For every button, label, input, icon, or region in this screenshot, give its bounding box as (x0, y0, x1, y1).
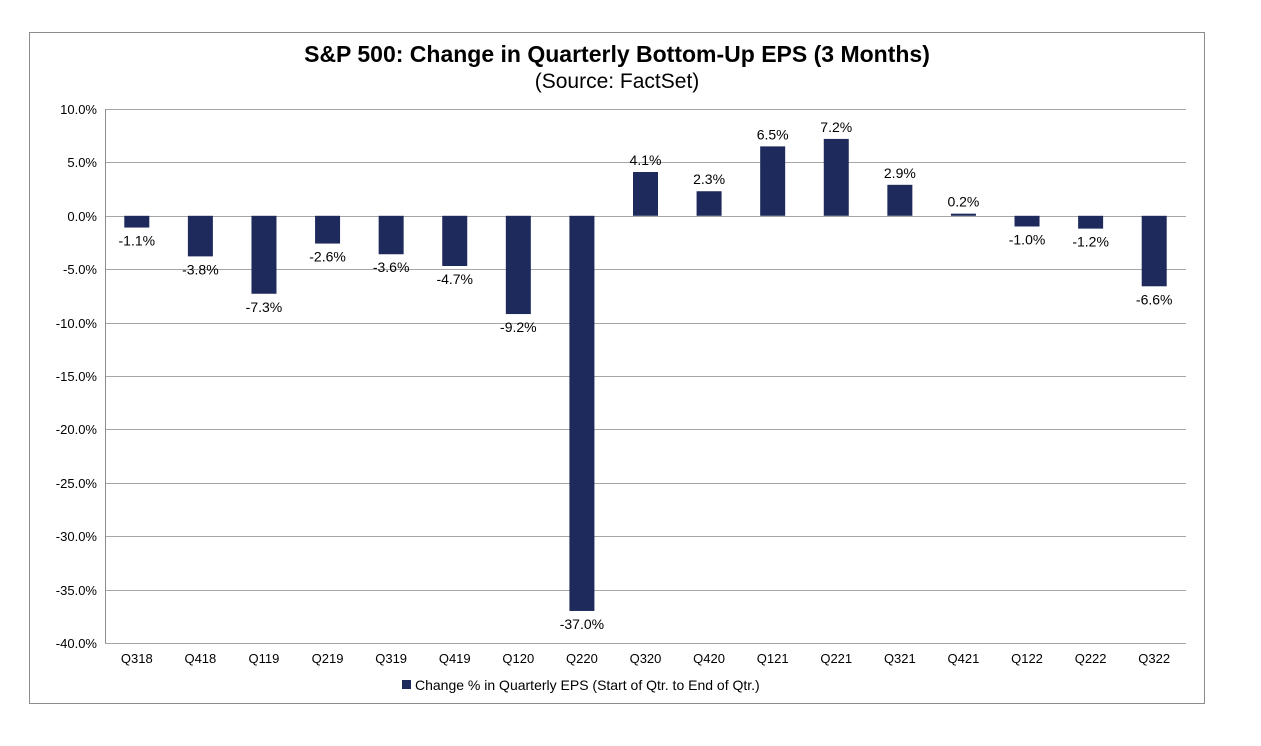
bar (442, 215, 468, 266)
data-label: 2.3% (693, 171, 725, 187)
x-tick-label: Q121 (757, 651, 789, 666)
bar (569, 215, 595, 611)
x-tick-label: Q220 (566, 651, 598, 666)
x-tick-label: Q418 (184, 651, 216, 666)
bar (251, 215, 277, 294)
y-tick-label: -30.0% (56, 529, 98, 544)
chart-frame (29, 32, 1205, 704)
data-label: 4.1% (630, 152, 662, 168)
data-label: -7.3% (246, 299, 283, 315)
x-tick-label: Q221 (820, 651, 852, 666)
data-label: -1.2% (1072, 234, 1109, 250)
x-tick-label: Q119 (249, 651, 280, 666)
x-tick-label: Q320 (630, 651, 662, 666)
x-tick-label: Q219 (312, 651, 344, 666)
bar (887, 184, 913, 216)
legend-label: Change % in Quarterly EPS (Start of Qtr.… (415, 677, 760, 693)
y-tick-label: -35.0% (56, 583, 98, 598)
data-label: -4.7% (436, 271, 473, 287)
bar (124, 215, 150, 228)
y-tick-label: -15.0% (56, 369, 98, 384)
data-label: -37.0% (560, 616, 604, 632)
bar (633, 172, 658, 216)
data-label: 2.9% (884, 165, 916, 181)
x-axis-tick-labels: Q318 Q418 Q119 Q219 Q319 Q419 Q120 Q220 Q320 Q420… (121, 651, 1170, 666)
data-label: -9.2% (500, 319, 537, 335)
y-axis-tick-labels: 10.0% 5.0% 0.0% -5.0% -10.0% -15.0% -20.0% -25.… (56, 102, 98, 651)
bar (696, 191, 722, 216)
bar (378, 215, 404, 255)
bar (823, 138, 849, 216)
data-label: -1.0% (1009, 231, 1046, 247)
x-tick-label: Q222 (1075, 651, 1107, 666)
x-tick-label: Q322 (1138, 651, 1170, 666)
x-tick-label: Q419 (439, 651, 471, 666)
x-tick-label: Q318 (121, 651, 153, 666)
bars (124, 138, 1167, 611)
data-label: 6.5% (757, 126, 789, 142)
legend-swatch (402, 680, 411, 689)
y-tick-label: 5.0% (67, 155, 97, 170)
data-label: -2.6% (309, 249, 346, 265)
x-tick-label: Q421 (948, 651, 980, 666)
bar (1078, 215, 1104, 229)
data-label: -3.8% (182, 261, 219, 277)
data-label: -6.6% (1136, 291, 1173, 307)
data-label: 7.2% (820, 119, 852, 135)
data-label: -1.1% (119, 233, 156, 249)
x-tick-label: Q319 (375, 651, 407, 666)
y-tick-label: -5.0% (63, 262, 97, 277)
bar (950, 213, 976, 216)
x-tick-label: Q420 (693, 651, 725, 666)
y-tick-label: -25.0% (56, 476, 98, 491)
bar (315, 215, 341, 244)
x-tick-label: Q122 (1011, 651, 1043, 666)
y-tick-label: -40.0% (56, 636, 98, 651)
gridlines (105, 109, 1186, 644)
chart-subtitle: (Source: FactSet) (535, 70, 700, 93)
y-tick-label: 10.0% (60, 102, 97, 117)
data-labels: -1.1% -3.8% -7.3% -2.6% -3.6% -4.7% -9.2% -37.0… (119, 119, 1173, 632)
data-label: -3.6% (373, 259, 410, 275)
y-tick-label: -20.0% (56, 422, 98, 437)
x-tick-label: Q120 (502, 651, 534, 666)
chart-title: S&P 500: Change in Quarterly Bottom-Up E… (304, 41, 930, 67)
y-tick-label: -10.0% (56, 316, 98, 331)
y-tick-label: 0.0% (67, 209, 97, 224)
x-tick-label: Q321 (884, 651, 916, 666)
bar (760, 146, 786, 216)
bar (505, 215, 531, 315)
bar (1141, 215, 1167, 287)
legend: Change % in Quarterly EPS (Start of Qtr.… (402, 677, 760, 693)
bar (187, 215, 213, 257)
data-label: 0.2% (947, 194, 979, 210)
bar (1014, 215, 1040, 227)
